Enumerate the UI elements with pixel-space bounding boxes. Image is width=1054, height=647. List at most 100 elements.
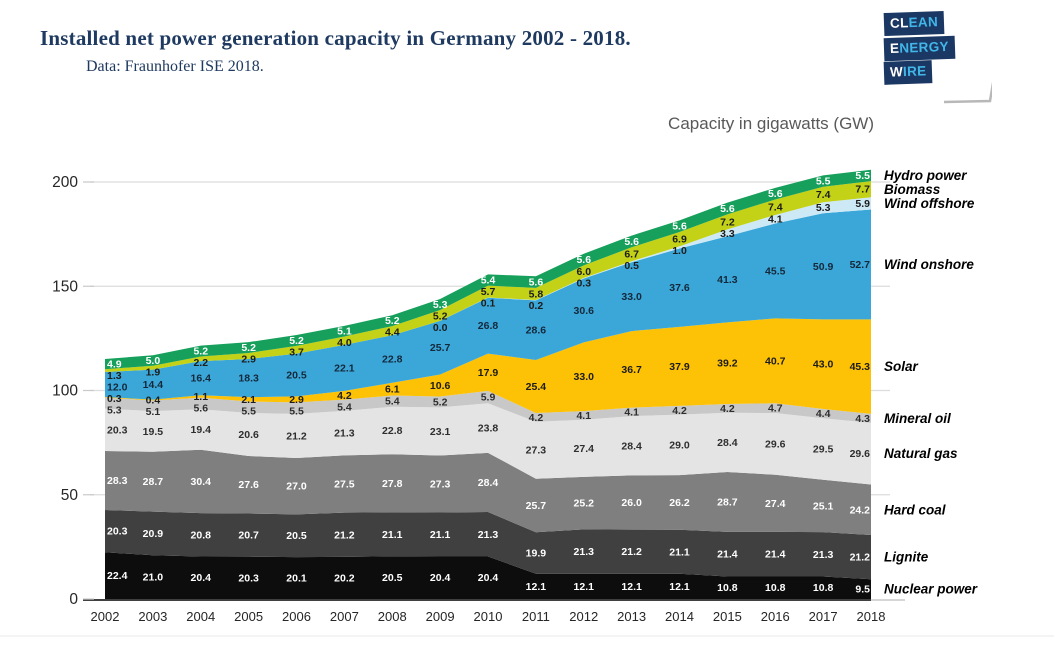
value-label-hydro-power-2008: 5.2 xyxy=(385,315,400,327)
value-label-solar-2008: 6.1 xyxy=(385,384,400,396)
value-label-hard-coal-2003: 28.7 xyxy=(143,476,164,488)
value-label-mineral-oil-2015: 4.2 xyxy=(720,403,735,415)
value-label-mineral-oil-2012: 4.1 xyxy=(576,410,591,422)
value-label-natural-gas-2016: 29.6 xyxy=(765,438,786,450)
value-label-solar-2015: 39.2 xyxy=(717,358,738,370)
value-label-solar-2004: 1.1 xyxy=(193,391,208,403)
value-label-hydro-power-2002: 4.9 xyxy=(107,359,122,371)
value-label-mineral-oil-2006: 5.5 xyxy=(289,405,304,417)
value-label-wind-onshore-2013: 33.0 xyxy=(621,291,642,303)
value-label-nuclear-power-2012: 12.1 xyxy=(574,581,595,593)
value-label-wind-onshore-2014: 37.6 xyxy=(669,282,690,294)
value-label-biomass-2009: 5.2 xyxy=(433,310,448,322)
value-label-hydro-power-2013: 5.6 xyxy=(624,236,639,248)
x-axis-label-2012: 2012 xyxy=(569,609,598,624)
value-label-hydro-power-2014: 5.6 xyxy=(672,221,687,233)
value-label-solar-2003: 0.4 xyxy=(146,395,161,407)
value-label-hard-coal-2015: 28.7 xyxy=(717,496,738,508)
value-label-wind-offshore-2011: 0.2 xyxy=(529,300,544,312)
value-label-hard-coal-2005: 27.6 xyxy=(238,479,259,491)
value-label-hard-coal-2013: 26.0 xyxy=(621,497,642,509)
value-label-solar-2005: 2.1 xyxy=(241,394,256,406)
value-label-hydro-power-2004: 5.2 xyxy=(193,346,208,358)
value-label-solar-2002: 0.3 xyxy=(107,393,122,405)
value-label-wind-onshore-2015: 41.3 xyxy=(717,274,738,286)
value-label-wind-offshore-2014: 1.0 xyxy=(672,245,687,257)
value-label-natural-gas-2012: 27.4 xyxy=(574,443,595,455)
value-label-nuclear-power-2016: 10.8 xyxy=(765,582,786,594)
value-label-lignite-2003: 20.9 xyxy=(143,528,164,540)
value-label-solar-2018: 45.3 xyxy=(850,361,871,373)
clean-energy-wire-logo: CLEAN ENERGY WIRE xyxy=(883,10,994,108)
value-label-hydro-power-2015: 5.6 xyxy=(720,203,735,215)
value-label-lignite-2011: 19.9 xyxy=(526,548,547,560)
value-label-biomass-2015: 7.2 xyxy=(720,216,735,228)
value-label-biomass-2011: 5.8 xyxy=(529,288,544,300)
value-label-lignite-2016: 21.4 xyxy=(765,549,786,561)
value-label-hydro-power-2017: 5.5 xyxy=(816,176,831,188)
value-label-natural-gas-2006: 21.2 xyxy=(286,430,307,442)
value-label-biomass-2007: 4.0 xyxy=(337,337,352,349)
value-label-mineral-oil-2017: 4.4 xyxy=(816,408,831,420)
legend-label-wind-onshore: Wind onshore xyxy=(884,257,974,272)
value-label-nuclear-power-2005: 20.3 xyxy=(238,572,259,584)
legend-label-solar: Solar xyxy=(884,359,919,374)
y-axis-label-150: 150 xyxy=(52,278,78,295)
x-axis-label-2004: 2004 xyxy=(186,609,215,624)
value-label-lignite-2002: 20.3 xyxy=(107,526,128,538)
value-label-natural-gas-2009: 23.1 xyxy=(430,426,451,438)
x-axis-label-2002: 2002 xyxy=(91,609,120,624)
value-label-lignite-2012: 21.3 xyxy=(574,546,595,558)
value-label-lignite-2014: 21.1 xyxy=(669,546,690,558)
x-axis-label-2006: 2006 xyxy=(282,609,311,624)
area-wind-offshore xyxy=(105,197,871,372)
area-lignite xyxy=(105,509,871,580)
value-label-nuclear-power-2002: 22.4 xyxy=(107,570,128,582)
value-label-biomass-2010: 5.7 xyxy=(481,286,496,298)
value-label-wind-onshore-2016: 45.5 xyxy=(765,265,786,277)
area-solar xyxy=(105,318,871,414)
value-label-nuclear-power-2018: 9.5 xyxy=(855,584,870,596)
value-label-nuclear-power-2009: 20.4 xyxy=(430,572,451,584)
value-label-wind-onshore-2010: 26.8 xyxy=(478,320,499,332)
value-label-natural-gas-2004: 19.4 xyxy=(191,424,212,436)
value-label-solar-2009: 10.6 xyxy=(430,380,451,392)
value-label-nuclear-power-2006: 20.1 xyxy=(286,573,307,585)
value-label-hard-coal-2017: 25.1 xyxy=(813,500,834,512)
value-label-lignite-2004: 20.8 xyxy=(191,529,212,541)
value-label-biomass-2004: 2.2 xyxy=(193,357,208,369)
value-label-mineral-oil-2005: 5.5 xyxy=(241,405,256,417)
value-label-lignite-2018: 21.2 xyxy=(850,552,871,564)
y-axis-label-200: 200 xyxy=(52,174,78,191)
value-label-hydro-power-2009: 5.3 xyxy=(433,299,448,311)
page-subtitle: Data: Fraunhofer ISE 2018. xyxy=(86,58,264,75)
value-label-nuclear-power-2011: 12.1 xyxy=(526,581,547,593)
x-axis-label-2008: 2008 xyxy=(378,609,407,624)
legend-label-biomass: Biomass xyxy=(884,182,941,197)
value-label-nuclear-power-2003: 21.0 xyxy=(143,572,164,584)
value-label-solar-2013: 36.7 xyxy=(621,364,642,376)
value-label-wind-onshore-2002: 12.0 xyxy=(107,382,128,394)
value-label-mineral-oil-2009: 5.2 xyxy=(433,396,448,408)
value-label-hard-coal-2012: 25.2 xyxy=(574,498,595,510)
value-label-mineral-oil-2004: 5.6 xyxy=(193,402,208,414)
value-label-lignite-2013: 21.2 xyxy=(621,546,642,558)
value-label-wind-onshore-2006: 20.5 xyxy=(286,369,307,381)
value-label-wind-offshore-2009: 0.0 xyxy=(433,322,448,334)
value-label-natural-gas-2018: 29.6 xyxy=(850,448,871,460)
value-label-lignite-2010: 21.3 xyxy=(478,529,499,541)
value-label-hydro-power-2007: 5.1 xyxy=(337,326,352,338)
value-label-lignite-2007: 21.2 xyxy=(334,529,355,541)
value-label-wind-offshore-2016: 4.1 xyxy=(768,214,783,226)
value-label-natural-gas-2003: 19.5 xyxy=(143,426,164,438)
value-label-lignite-2015: 21.4 xyxy=(717,549,738,561)
value-label-lignite-2009: 21.1 xyxy=(430,529,451,541)
value-label-nuclear-power-2004: 20.4 xyxy=(191,572,212,584)
value-label-mineral-oil-2016: 4.7 xyxy=(768,403,783,415)
value-label-hard-coal-2010: 28.4 xyxy=(478,477,499,489)
value-label-wind-offshore-2013: 0.5 xyxy=(624,260,639,272)
value-label-hard-coal-2009: 27.3 xyxy=(430,479,451,491)
y-axis-unit-label: Capacity in gigawatts (GW) xyxy=(668,114,874,133)
value-label-natural-gas-2013: 28.4 xyxy=(621,440,642,452)
legend-label-mineral-oil: Mineral oil xyxy=(884,411,951,426)
